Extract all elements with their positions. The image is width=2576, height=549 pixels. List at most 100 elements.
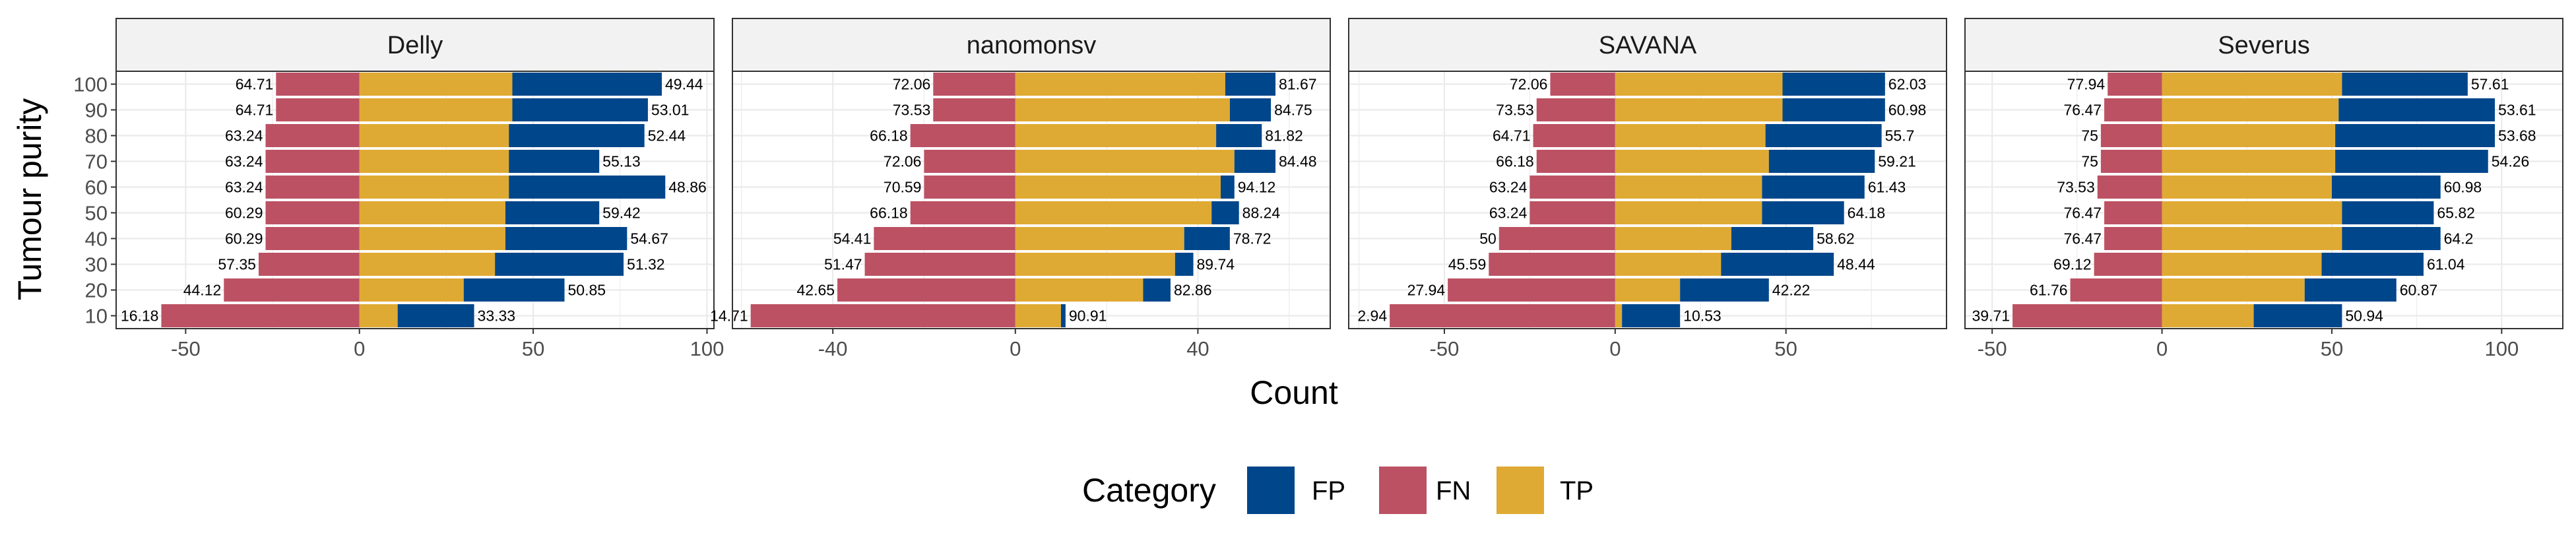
bar-tp	[2162, 176, 2332, 199]
facet-strip	[115, 18, 715, 72]
data-label-fn: 39.71	[1972, 307, 2011, 325]
bar-fp	[1622, 304, 1681, 327]
bar-fp	[509, 150, 600, 173]
facet-strip	[732, 18, 1331, 72]
data-label-fp: 50.94	[2345, 307, 2383, 325]
bar-fn	[265, 176, 360, 199]
bar-tp	[2162, 124, 2336, 147]
data-label-fp: 61.43	[1868, 179, 1906, 196]
bar-tp	[1615, 176, 1762, 199]
data-label-fp: 54.26	[2492, 153, 2530, 170]
bar-fp	[2342, 201, 2434, 224]
bar-tp	[359, 201, 505, 224]
data-label-fn: 2.94	[1357, 307, 1387, 325]
data-label-fp: 59.42	[602, 205, 641, 222]
bar-tp	[359, 227, 505, 250]
data-label-fp: 42.22	[1772, 282, 1811, 299]
bar-tp	[1615, 201, 1762, 224]
bar-fp	[2253, 304, 2342, 327]
bar-fp	[505, 227, 628, 250]
bar-fp	[1175, 253, 1194, 276]
bar-tp	[2162, 253, 2322, 276]
data-label-fp: 51.32	[627, 256, 665, 273]
bar-tp	[1615, 227, 1731, 250]
bar-fn	[2097, 176, 2162, 199]
bar-fp	[1225, 73, 1276, 96]
data-label-fn: 42.65	[797, 282, 835, 299]
bar-fp	[1143, 278, 1171, 302]
bar-fn	[1530, 201, 1615, 224]
bar-fp	[1060, 304, 1066, 327]
bar-fn	[750, 304, 1015, 327]
data-label-fn: 63.24	[225, 153, 263, 170]
bar-tp	[1015, 150, 1235, 173]
bar-tp	[2162, 98, 2339, 121]
bar-fn	[1536, 98, 1615, 121]
data-label-fp: 53.68	[2498, 127, 2536, 145]
data-label-fn: 72.06	[884, 153, 922, 170]
panel-border	[115, 71, 715, 329]
bar-fp	[1211, 201, 1239, 224]
bar-fp	[1221, 176, 1235, 199]
data-label-fp: 53.61	[2498, 102, 2536, 119]
data-label-fn: 69.12	[2053, 256, 2092, 273]
bar-fn	[258, 253, 360, 276]
bar-fn	[2094, 253, 2162, 276]
bar-fn	[1498, 227, 1615, 250]
x-tick-label: -40	[818, 337, 848, 360]
data-label-fp: 48.44	[1837, 256, 1875, 273]
data-label-fn: 16.18	[121, 307, 159, 325]
data-label-fn: 77.94	[2067, 76, 2106, 93]
bar-fn	[2100, 124, 2162, 147]
bar-tp	[1615, 253, 1722, 276]
bar-fp	[1184, 227, 1230, 250]
data-label-fp: 52.44	[648, 127, 686, 145]
data-label-fn: 57.35	[218, 256, 256, 273]
data-label-fn: 73.53	[1496, 102, 1534, 119]
bar-fp	[1765, 124, 1882, 147]
data-label-fp: 53.01	[651, 102, 690, 119]
panel-border	[732, 71, 1331, 329]
bar-tp	[1015, 98, 1230, 121]
data-label-fn: 70.59	[884, 179, 922, 196]
bar-fp	[2304, 278, 2397, 302]
data-label-fp: 94.12	[1238, 179, 1276, 196]
bar-fp	[509, 124, 645, 147]
data-label-fp: 89.74	[1197, 256, 1235, 273]
bar-fp	[397, 304, 474, 327]
data-label-fp: 60.98	[2444, 179, 2482, 196]
data-label-fn: 75	[2081, 127, 2098, 145]
y-tick-label: 10	[85, 305, 108, 328]
data-label-fp: 62.03	[1888, 76, 1927, 93]
data-label-fn: 60.29	[225, 205, 263, 222]
bar-tp	[1615, 304, 1623, 327]
data-label-fp: 61.04	[2427, 256, 2465, 273]
data-label-fn: 66.18	[1496, 153, 1534, 170]
bar-fn	[2104, 227, 2162, 250]
x-tick-label: 100	[690, 337, 724, 360]
x-tick-label: 40	[1186, 337, 1209, 360]
bar-fp	[512, 73, 662, 96]
x-tick-label: 50	[2321, 337, 2343, 360]
bar-fn	[2070, 278, 2162, 302]
data-label-fn: 54.41	[833, 230, 872, 247]
data-label-fp: 88.24	[1242, 205, 1281, 222]
data-label-fp: 54.67	[630, 230, 668, 247]
data-label-fn: 73.53	[2057, 179, 2095, 196]
bar-fn	[837, 278, 1015, 302]
y-tick-label: 70	[85, 150, 108, 174]
data-label-fp: 60.98	[1888, 102, 1927, 119]
data-label-fn: 45.59	[1448, 256, 1487, 273]
y-tick-label: 20	[85, 279, 108, 302]
data-label-fn: 50	[1479, 230, 1497, 247]
bar-fp	[509, 176, 666, 199]
bar-fp	[1680, 278, 1769, 302]
bar-tp	[1015, 227, 1184, 250]
bar-fp	[463, 278, 565, 302]
facet-strip	[1348, 18, 1947, 72]
facet-severus: Severus 39.71 50.94 61.76 60.87 69.12 61.04 76.…	[1964, 18, 2563, 360]
bar-fp	[1234, 150, 1276, 173]
data-label-fp: 84.75	[1274, 102, 1312, 119]
bar-fp	[512, 98, 648, 121]
